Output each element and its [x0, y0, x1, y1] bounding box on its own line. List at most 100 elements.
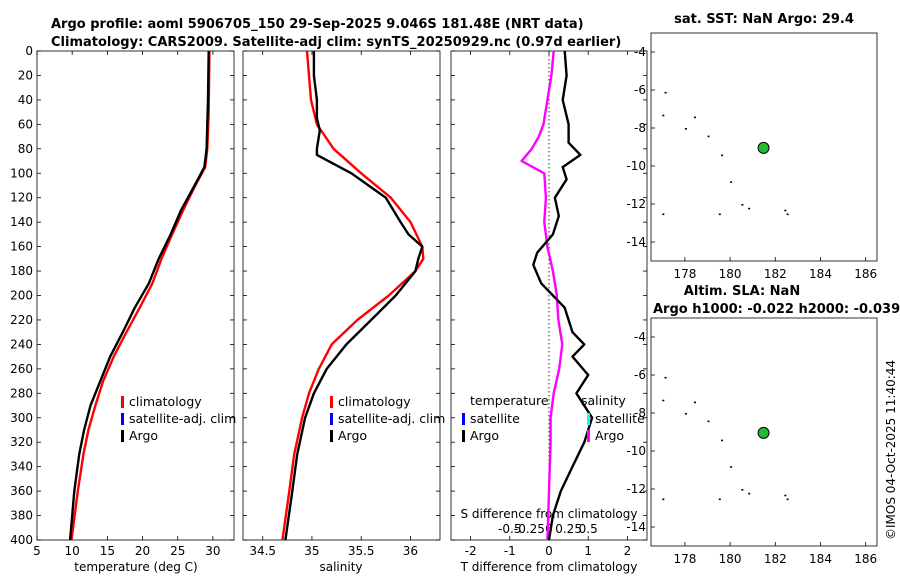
legend-label: satellite — [595, 411, 645, 426]
t-difference-line — [532, 50, 594, 541]
s-tick-label: -0.25 — [514, 522, 545, 536]
y-tick-label: 220 — [10, 313, 33, 327]
island — [662, 399, 665, 402]
legend-swatch — [587, 413, 590, 425]
argo-line — [284, 51, 424, 541]
x-tick-label: -1 — [504, 544, 516, 558]
imos-credit: ©IMOS 04-Oct-2025 11:40:44 — [884, 360, 898, 540]
y-tick-label: 0 — [25, 44, 33, 58]
map-y-tick-label: -12 — [626, 482, 646, 496]
map-y-tick-label: -14 — [626, 235, 646, 249]
legend-label: Argo — [338, 428, 367, 443]
y-tick-label: 20 — [18, 68, 33, 82]
temperature-xlabel: temperature (deg C) — [74, 560, 197, 574]
legend-swatch — [587, 430, 590, 442]
x-tick-label: 5 — [33, 544, 41, 558]
y-tick-label: 200 — [10, 289, 33, 303]
legend-label: climatology — [338, 394, 411, 409]
map-y-tick-label: -4 — [634, 330, 646, 344]
map-x-tick-label: 186 — [854, 552, 877, 566]
island — [786, 498, 789, 501]
island — [684, 413, 687, 415]
island — [718, 213, 721, 216]
y-tick-label: 240 — [10, 337, 33, 351]
legend-swatch — [330, 396, 333, 408]
island — [662, 498, 665, 501]
legend-swatch — [462, 413, 465, 425]
argo-line — [68, 50, 210, 541]
x-tick-label: 30 — [205, 544, 220, 558]
island — [662, 114, 665, 117]
x-tick-label: 35.5 — [348, 544, 375, 558]
island — [707, 420, 710, 423]
profile-location-marker — [757, 426, 770, 439]
x-tick-label: 25 — [170, 544, 185, 558]
y-tick-label: 260 — [10, 362, 33, 376]
island — [662, 213, 665, 216]
island — [786, 213, 789, 216]
map-y-tick-label: -6 — [634, 368, 646, 382]
y-tick-label: 120 — [10, 191, 33, 205]
y-tick-label: 380 — [10, 509, 33, 523]
island — [721, 439, 724, 442]
s-tick-label: -0.5 — [498, 522, 521, 536]
salinity-xlabel: salinity — [319, 560, 362, 574]
salinity-plot: 34.5 35 35.5 36 climatology satellite-adj. cl… — [243, 50, 445, 558]
s-legend-title: salinity — [581, 393, 626, 408]
legend-swatch — [462, 430, 465, 442]
x-tick-label: 35 — [304, 544, 319, 558]
map-x-tick-label: 178 — [673, 552, 696, 566]
legend-swatch — [330, 430, 333, 442]
map-x-tick-label: 182 — [764, 267, 787, 281]
y-tick-label: 140 — [10, 215, 33, 229]
island — [664, 376, 667, 379]
temperature-panel — [36, 50, 235, 541]
y-tick-label: 40 — [18, 93, 33, 107]
legend-swatch — [121, 396, 124, 408]
island — [748, 207, 751, 210]
x-tick-label: 2 — [624, 544, 632, 558]
map-y-tick-label: -6 — [634, 83, 646, 97]
map-x-tick-label: 184 — [809, 267, 832, 281]
island — [721, 154, 724, 157]
island — [730, 466, 733, 468]
island — [684, 128, 687, 130]
island — [748, 492, 751, 495]
island — [707, 135, 710, 138]
map-x-tick-label: 184 — [809, 552, 832, 566]
legend-label: climatology — [129, 394, 202, 409]
difference-plot: -2 -1 0 1 2-0.5-0.25 0 0.250.5temperaturesatel… — [451, 50, 647, 558]
x-tick-label: 15 — [100, 544, 115, 558]
map-y-tick-label: -8 — [634, 121, 646, 135]
y-tick-label: 400 — [10, 533, 33, 547]
x-tick-label: 20 — [135, 544, 150, 558]
map-y-tick-label: -12 — [626, 197, 646, 211]
x-tick-label: 36 — [403, 544, 418, 558]
x-tick-label: 10 — [65, 544, 80, 558]
legend-swatch — [330, 413, 333, 425]
y-tick-label: 360 — [10, 484, 33, 498]
island — [730, 181, 733, 183]
title-line-1: Argo profile: aoml 5906705_150 29-Sep-20… — [51, 17, 584, 32]
y-tick-label: 160 — [10, 240, 33, 254]
sla-map-title: Altim. SLA: NaN — [684, 284, 800, 299]
map-x-tick-label: 180 — [719, 267, 742, 281]
s-tick-label: 0 — [545, 522, 553, 536]
profile-location-marker — [757, 141, 770, 154]
map-x-tick-label: 178 — [673, 267, 696, 281]
island — [664, 91, 667, 94]
x-tick-label: 34.5 — [249, 544, 276, 558]
t-difference-xlabel: T difference from climatology — [460, 560, 638, 574]
y-tick-label: 180 — [10, 264, 33, 278]
temperature-plot: 5 10 15 20 25 3002040608010012014016018020022… — [10, 44, 236, 558]
sla-map: 178 180 182 184 186 -4 -6 -8 -10 -12 -14 — [626, 330, 877, 566]
island — [784, 209, 787, 212]
island — [741, 204, 744, 206]
y-tick-label: 300 — [10, 411, 33, 425]
y-tick-label: 100 — [10, 166, 33, 180]
y-tick-label: 320 — [10, 435, 33, 449]
island — [718, 498, 721, 501]
sla-map-subtitle: Argo h1000: -0.022 h2000: -0.039 — [653, 302, 900, 317]
map-x-tick-label: 182 — [764, 552, 787, 566]
